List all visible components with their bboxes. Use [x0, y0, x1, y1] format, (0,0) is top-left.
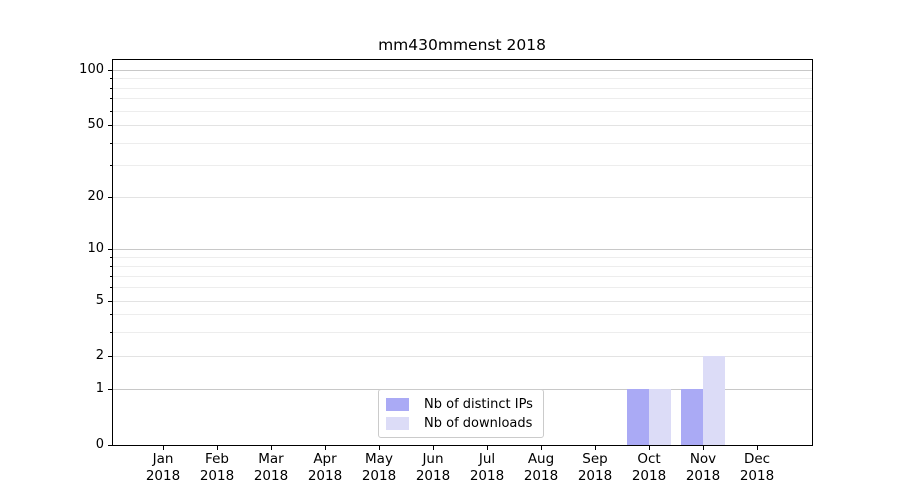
- y-tick-label-1: 1: [95, 381, 104, 396]
- gridline-minor-70: [113, 98, 812, 99]
- y-tick-label-2: 2: [95, 348, 104, 363]
- x-tick-mark-jun: [433, 446, 434, 450]
- gridline-major-100: [113, 70, 812, 71]
- y-tick-mark-0: [108, 445, 113, 446]
- x-tick-mark-oct: [649, 446, 650, 450]
- x-tick-label-aug: Aug 2018: [523, 451, 559, 484]
- chart-title: mm430mmenst 2018: [378, 36, 546, 54]
- y-minor-tick-mark-60: [110, 111, 113, 112]
- y-minor-tick-mark-30: [110, 165, 113, 166]
- gridline-major-50: [113, 125, 812, 126]
- legend-label-distinct-ips: Nb of distinct IPs: [424, 397, 533, 412]
- y-tick-mark-1: [108, 389, 113, 390]
- x-tick-mark-jan: [163, 446, 164, 450]
- gridline-major-20: [113, 197, 812, 198]
- y-minor-tick-mark-9: [110, 257, 113, 258]
- x-tick-mark-apr: [325, 446, 326, 450]
- x-tick-mark-nov: [703, 446, 704, 450]
- x-tick-label-dec: Dec 2018: [739, 451, 775, 484]
- x-tick-label-jan: Jan 2018: [145, 451, 181, 484]
- y-tick-mark-100: [108, 70, 113, 71]
- y-minor-tick-mark-3: [110, 332, 113, 333]
- y-minor-tick-mark-80: [110, 88, 113, 89]
- x-tick-label-apr: Apr 2018: [307, 451, 343, 484]
- gridline-major-2: [113, 356, 812, 357]
- legend-item-distinct-ips: Nb of distinct IPs: [379, 395, 543, 414]
- y-minor-tick-mark-70: [110, 98, 113, 99]
- legend-label-downloads: Nb of downloads: [424, 416, 533, 431]
- y-tick-label-5: 5: [95, 293, 104, 308]
- gridline-minor-9: [113, 257, 812, 258]
- bar-downloads-oct: [649, 389, 671, 445]
- y-minor-tick-mark-8: [110, 266, 113, 267]
- y-tick-mark-10: [108, 249, 113, 250]
- x-tick-label-oct: Oct 2018: [631, 451, 667, 484]
- x-tick-label-nov: Nov 2018: [685, 451, 721, 484]
- y-tick-label-10: 10: [87, 241, 104, 256]
- bar-downloads-nov: [703, 356, 725, 445]
- y-tick-mark-5: [108, 301, 113, 302]
- y-minor-tick-mark-6: [110, 287, 113, 288]
- y-tick-label-20: 20: [87, 189, 104, 204]
- gridline-minor-40: [113, 143, 812, 144]
- y-tick-mark-20: [108, 197, 113, 198]
- legend-swatch-downloads: [386, 417, 409, 430]
- y-minor-tick-mark-4: [110, 314, 113, 315]
- y-tick-label-100: 100: [79, 62, 104, 77]
- x-tick-mark-jul: [487, 446, 488, 450]
- gridline-minor-60: [113, 111, 812, 112]
- bar-distinct-ips-nov: [681, 389, 703, 445]
- x-tick-mark-may: [379, 446, 380, 450]
- x-tick-mark-aug: [541, 446, 542, 450]
- x-tick-label-jun: Jun 2018: [415, 451, 451, 484]
- gridline-minor-6: [113, 287, 812, 288]
- x-tick-label-may: May 2018: [361, 451, 397, 484]
- x-tick-mark-dec: [757, 446, 758, 450]
- y-minor-tick-mark-7: [110, 276, 113, 277]
- gridline-major-5: [113, 301, 812, 302]
- gridline-minor-3: [113, 332, 812, 333]
- y-minor-tick-mark-90: [110, 78, 113, 79]
- gridline-minor-4: [113, 314, 812, 315]
- gridline-minor-8: [113, 266, 812, 267]
- gridline-minor-90: [113, 78, 812, 79]
- x-tick-label-jul: Jul 2018: [469, 451, 505, 484]
- x-tick-label-mar: Mar 2018: [253, 451, 289, 484]
- legend-swatch-distinct-ips: [386, 398, 409, 411]
- y-tick-mark-2: [108, 356, 113, 357]
- gridline-minor-80: [113, 88, 812, 89]
- legend-item-downloads: Nb of downloads: [379, 414, 543, 433]
- plot-area: [112, 59, 813, 446]
- x-tick-label-feb: Feb 2018: [199, 451, 235, 484]
- x-tick-mark-feb: [217, 446, 218, 450]
- x-tick-label-sep: Sep 2018: [577, 451, 613, 484]
- y-tick-label-0: 0: [95, 437, 104, 452]
- gridline-minor-7: [113, 276, 812, 277]
- y-tick-label-50: 50: [87, 117, 104, 132]
- y-minor-tick-mark-40: [110, 143, 113, 144]
- x-tick-mark-sep: [595, 446, 596, 450]
- gridline-major-10: [113, 249, 812, 250]
- legend: Nb of distinct IPs Nb of downloads: [378, 389, 544, 438]
- gridline-minor-30: [113, 165, 812, 166]
- x-tick-mark-mar: [271, 446, 272, 450]
- y-tick-mark-50: [108, 125, 113, 126]
- bar-distinct-ips-oct: [627, 389, 649, 445]
